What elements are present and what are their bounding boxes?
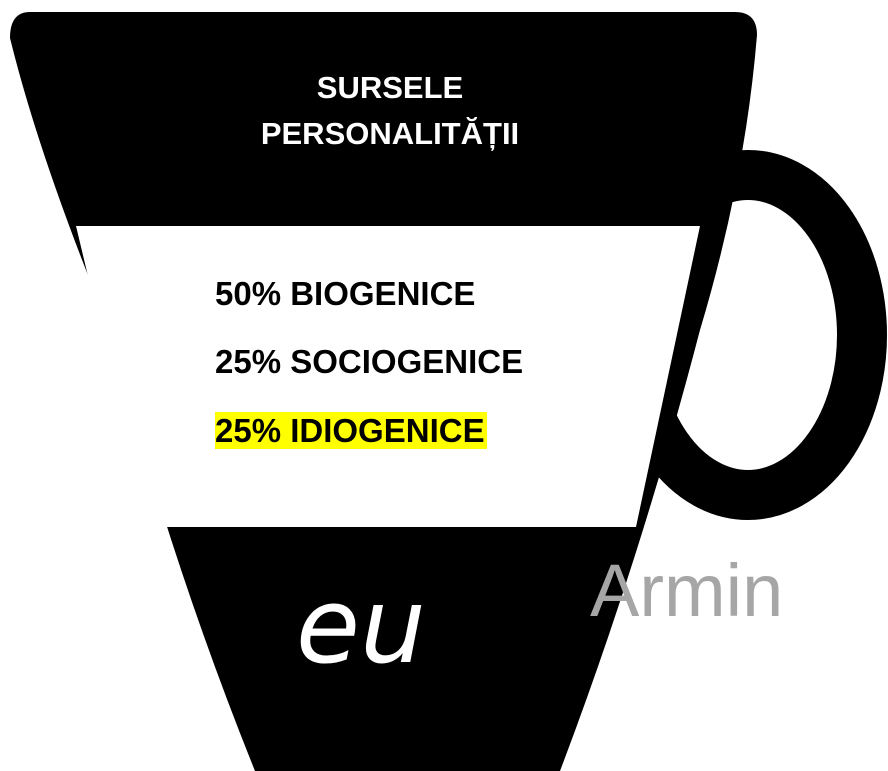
page: SURSELE PERSONALITĂȚII 50% BIOGENICE 25%… <box>0 0 888 771</box>
highlighted-item: 25% IDIOGENICE <box>215 412 487 449</box>
title-line: PERSONALITĂȚII <box>240 112 540 156</box>
item: 50% BIOGENICE <box>215 271 475 317</box>
item: 25% SOCIOGENICE <box>215 339 523 385</box>
watermark: Armin <box>590 548 783 633</box>
cup-label: eu <box>296 565 426 687</box>
item: 25% IDIOGENICE <box>215 408 487 454</box>
title-line: SURSELE <box>240 66 540 110</box>
